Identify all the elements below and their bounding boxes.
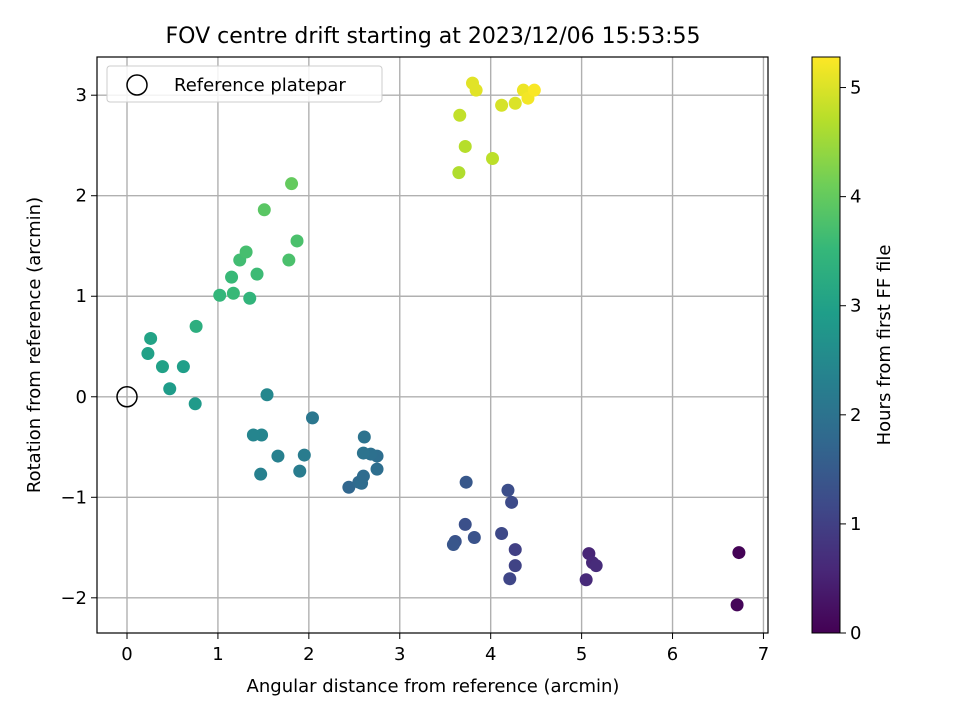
x-tick-label: 3 [394, 644, 405, 665]
scatter-point [290, 234, 304, 248]
scatter-point [453, 108, 467, 122]
scatter-point [225, 270, 239, 284]
scatter-point [155, 360, 169, 374]
scatter-point [527, 83, 541, 97]
scatter-point [495, 98, 509, 112]
scatter-point [239, 245, 253, 259]
scatter-point [459, 475, 473, 489]
scatter-point [357, 430, 371, 444]
x-tick-label: 6 [667, 644, 678, 665]
scatter-point [260, 388, 274, 402]
scatter-points [141, 76, 746, 612]
y-axis-ticks: −2 −1 0 1 2 3 [60, 85, 97, 609]
colorbar-tick-label: 2 [850, 405, 861, 426]
scatter-point [305, 411, 319, 425]
colorbar-tick-label: 1 [850, 514, 861, 535]
colorbar-tick-label: 3 [850, 296, 861, 317]
scatter-point [356, 446, 370, 460]
scatter-point [342, 480, 356, 494]
legend-marker-icon [126, 74, 148, 96]
x-axis-ticks: 0 1 2 3 4 5 6 7 [121, 633, 769, 665]
colorbar-ticks: 0 1 2 3 4 5 [840, 78, 861, 644]
scatter-point [505, 495, 519, 509]
scatter-point [254, 467, 268, 481]
scatter-point [226, 286, 240, 300]
y-tick-label: −1 [60, 487, 87, 508]
colorbar-tick-label: 0 [850, 623, 861, 644]
colorbar [811, 56, 841, 634]
scatter-point [467, 531, 481, 545]
legend-entry-reference-platepar: Reference platepar [174, 75, 346, 96]
scatter-point [503, 572, 517, 586]
scatter-point [508, 559, 522, 573]
scatter-point [250, 267, 264, 281]
scatter-point [257, 203, 271, 217]
scatter-point [732, 546, 746, 560]
scatter-point [271, 449, 285, 463]
y-tick-label: 2 [76, 186, 87, 207]
reference-marker [116, 386, 138, 408]
scatter-point [508, 96, 522, 110]
scatter-point [458, 517, 472, 531]
scatter-point [446, 538, 460, 552]
scatter-point [243, 291, 257, 305]
scatter-point [495, 526, 509, 540]
x-tick-label: 4 [485, 644, 496, 665]
x-tick-label: 2 [303, 644, 314, 665]
scatter-point [141, 347, 155, 361]
scatter-point [293, 464, 307, 478]
colorbar-tick-label: 5 [850, 78, 861, 99]
scatter-point [579, 573, 593, 587]
x-tick-label: 0 [121, 644, 132, 665]
scatter-point [730, 598, 744, 612]
scatter-point [213, 288, 227, 302]
scatter-point [458, 139, 472, 153]
legend-box [106, 65, 383, 103]
scatter-point [297, 448, 311, 462]
scatter-point [469, 83, 483, 97]
scatter-point [370, 462, 384, 476]
scatter-point [589, 559, 603, 573]
scatter-point [189, 319, 203, 333]
scatter-point [501, 483, 515, 497]
scatter-point [285, 177, 299, 191]
scatter-point [246, 428, 260, 442]
y-tick-label: 1 [76, 286, 87, 307]
x-axis-label: Angular distance from reference (arcmin) [247, 676, 620, 697]
scatter-point [144, 331, 158, 345]
scatter-point [163, 382, 177, 396]
scatter-point [508, 543, 522, 557]
y-axis-label: Rotation from reference (arcmin) [24, 197, 45, 493]
x-tick-label: 7 [758, 644, 769, 665]
scatter-point [282, 253, 296, 267]
colorbar-tick-label: 4 [850, 187, 861, 208]
x-tick-label: 5 [576, 644, 587, 665]
y-tick-label: −2 [60, 588, 87, 609]
chart-title: FOV centre drift starting at 2023/12/06 … [166, 24, 701, 49]
scatter-point [452, 166, 466, 180]
y-tick-label: 3 [76, 85, 87, 106]
y-tick-label: 0 [76, 387, 87, 408]
legend: Reference platepar [106, 65, 383, 103]
scatter-point [188, 397, 202, 411]
grid-lines [97, 57, 768, 633]
reference-platepar-point [116, 386, 138, 408]
scatter-point [356, 469, 370, 483]
scatter-point [176, 360, 190, 374]
scatter-point [486, 152, 500, 166]
colorbar-label: Hours from first FF file [874, 245, 895, 446]
x-tick-label: 1 [212, 644, 223, 665]
plot-frame [96, 56, 769, 634]
